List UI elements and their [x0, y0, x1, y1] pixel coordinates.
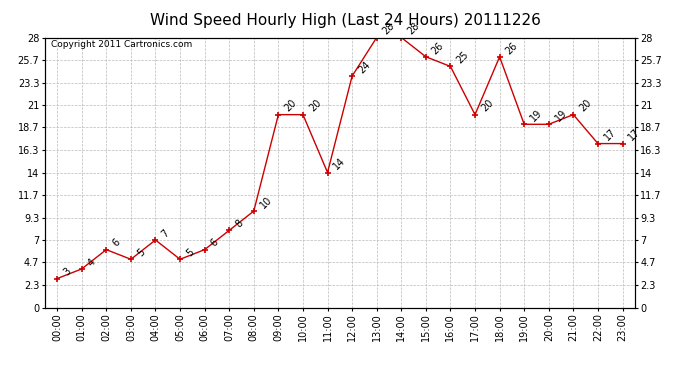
Text: 19: 19	[529, 108, 544, 123]
Text: Wind Speed Hourly High (Last 24 Hours) 20111226: Wind Speed Hourly High (Last 24 Hours) 2…	[150, 13, 540, 28]
Text: 5: 5	[135, 247, 146, 258]
Text: 28: 28	[406, 21, 422, 37]
Text: 28: 28	[381, 21, 397, 37]
Text: 25: 25	[455, 50, 471, 66]
Text: 17: 17	[627, 127, 642, 143]
Text: 19: 19	[553, 108, 569, 123]
Text: 14: 14	[332, 156, 348, 172]
Text: 26: 26	[504, 40, 520, 56]
Text: 20: 20	[307, 98, 323, 114]
Text: 5: 5	[184, 247, 196, 258]
Text: 24: 24	[356, 60, 372, 75]
Text: 20: 20	[479, 98, 495, 114]
Text: 20: 20	[282, 98, 298, 114]
Text: 3: 3	[61, 266, 72, 278]
Text: 6: 6	[110, 237, 122, 249]
Text: 20: 20	[578, 98, 593, 114]
Text: Copyright 2011 Cartronics.com: Copyright 2011 Cartronics.com	[51, 40, 192, 49]
Text: 4: 4	[86, 257, 97, 268]
Text: 6: 6	[209, 237, 220, 249]
Text: 10: 10	[258, 195, 274, 210]
Text: 17: 17	[602, 127, 618, 143]
Text: 7: 7	[159, 228, 171, 239]
Text: 8: 8	[233, 218, 245, 229]
Text: 26: 26	[430, 40, 446, 56]
